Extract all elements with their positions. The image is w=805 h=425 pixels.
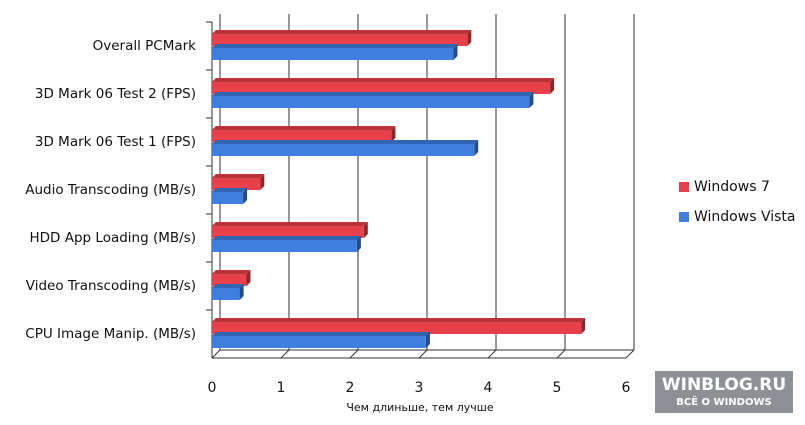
floor-tick [556, 349, 566, 359]
x-tick-label: 5 [553, 380, 562, 396]
bar [212, 96, 530, 108]
bar [212, 34, 468, 46]
bar-top [212, 30, 472, 34]
watermark-box [655, 371, 793, 413]
bar-end [260, 174, 265, 190]
bar [212, 130, 392, 142]
bar-top [212, 332, 430, 336]
bar-top [212, 126, 396, 130]
bar-end [453, 44, 458, 60]
bar [212, 226, 364, 238]
bar-top [212, 236, 361, 240]
bar-top [212, 44, 458, 48]
bar-end [467, 30, 472, 46]
y-tick-label: CPU Image Manip. (MB/s) [25, 326, 196, 342]
x-tick-label: 6 [622, 380, 631, 396]
x-tick-label: 3 [415, 380, 424, 396]
bar [212, 178, 261, 190]
floor-tick [280, 349, 290, 359]
floor-tick [418, 349, 428, 359]
bar-end [581, 318, 586, 334]
y-tick-label: Overall PCMark [93, 38, 197, 54]
x-tick-label: 0 [208, 380, 217, 396]
bar-end [363, 222, 368, 238]
x-tick-label: 1 [277, 380, 286, 396]
bar [212, 336, 426, 348]
bar [212, 192, 244, 204]
bar [212, 48, 454, 60]
bar-top [212, 318, 586, 322]
floor-tick [349, 349, 359, 359]
legend-swatch [679, 212, 689, 222]
bar [212, 240, 357, 252]
x-axis-label: Чем длиньше, тем лучше [346, 401, 493, 414]
bar-end [391, 126, 396, 142]
legend-swatch [679, 182, 689, 192]
bar-end [239, 284, 244, 300]
x-tick-label: 2 [346, 380, 355, 396]
bar-end [425, 332, 430, 348]
floor-tick [487, 349, 497, 359]
bar-top [212, 270, 251, 274]
bar-top [212, 78, 555, 82]
y-tick-label: 3D Mark 06 Test 1 (FPS) [35, 134, 196, 150]
y-tick-label: Audio Transcoding (MB/s) [25, 182, 196, 198]
bar-end [474, 140, 479, 156]
bar [212, 274, 247, 286]
bar-end [550, 78, 555, 94]
bar-top [212, 140, 479, 144]
legend-label: Windows Vista [694, 209, 795, 225]
bar-top [212, 174, 265, 178]
bar-end [246, 270, 251, 286]
y-tick-label: HDD App Loading (MB/s) [30, 230, 196, 246]
legend-label: Windows 7 [694, 179, 770, 195]
bar-end [529, 92, 534, 108]
bar-top [212, 222, 368, 226]
bar-top [212, 92, 534, 96]
y-tick-label: Video Transcoding (MB/s) [26, 278, 196, 294]
bar [212, 144, 475, 156]
bar-end [356, 236, 361, 252]
floor-tick [211, 349, 221, 359]
bar [212, 82, 551, 94]
bar-top [212, 188, 248, 192]
bar-top [212, 284, 244, 288]
x-tick-label: 4 [484, 380, 493, 396]
floor-tick [625, 349, 635, 359]
bar-end [243, 188, 248, 204]
watermark-title: WINBLOG.RU [662, 375, 786, 395]
watermark-subtitle: ВСЁ О WINDOWS [676, 394, 771, 408]
y-tick-label: 3D Mark 06 Test 2 (FPS) [35, 86, 196, 102]
bar [212, 322, 582, 334]
bar [212, 288, 240, 300]
